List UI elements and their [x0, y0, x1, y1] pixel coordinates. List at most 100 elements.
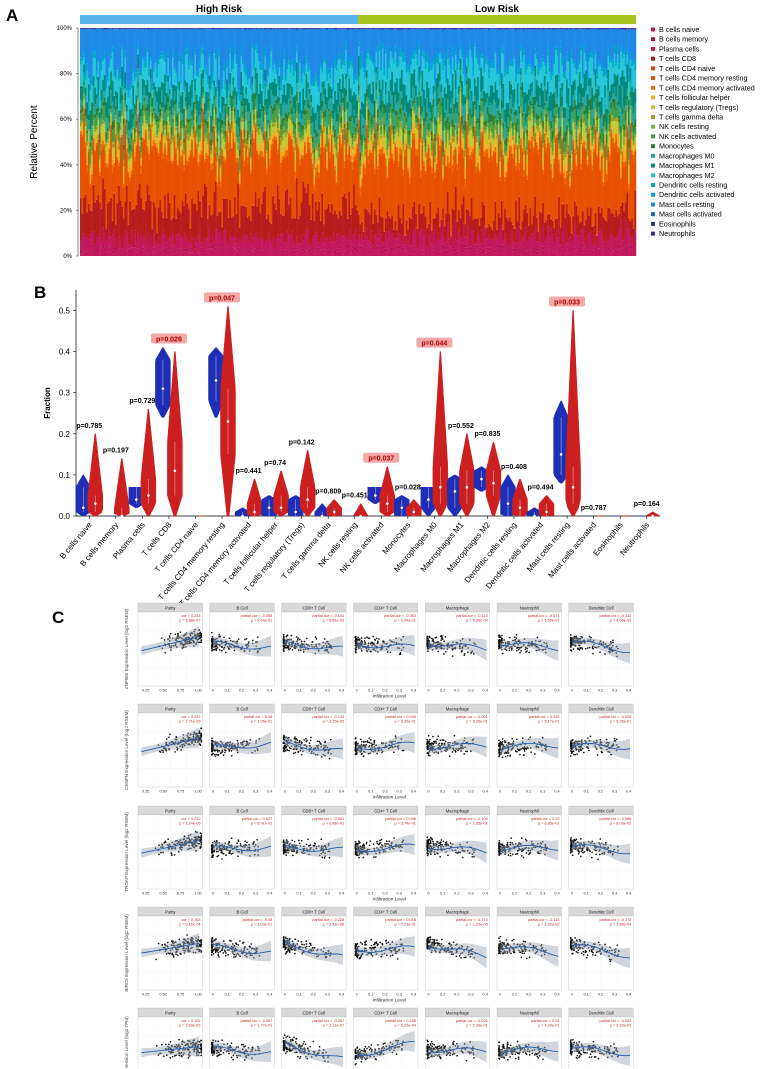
- bar-segment: [330, 253, 333, 254]
- bar-segment: [195, 115, 198, 123]
- bar-segment: [157, 132, 160, 149]
- bar-segment: [129, 28, 132, 29]
- bar-segment: [157, 152, 160, 156]
- bar-segment: [194, 203, 197, 239]
- bar-segment: [326, 109, 329, 127]
- bar-segment: [327, 73, 330, 83]
- bar-segment: [367, 120, 370, 139]
- bar-segment: [408, 100, 411, 115]
- bar-segment: [302, 135, 305, 137]
- bar-segment: [224, 83, 227, 86]
- bar-segment: [129, 109, 132, 131]
- bar-segment: [230, 95, 233, 112]
- bar-segment: [412, 122, 414, 134]
- bar-segment: [97, 111, 100, 118]
- bar-segment: [345, 127, 348, 133]
- bar-segment: [351, 153, 354, 163]
- bar-segment: [129, 167, 132, 178]
- bar-segment: [100, 208, 103, 242]
- bar-segment: [407, 229, 410, 242]
- bar-segment: [116, 64, 119, 68]
- bar-segment: [254, 248, 257, 250]
- bar-segment: [413, 28, 416, 29]
- bar-segment: [248, 76, 251, 79]
- bar-segment: [94, 251, 97, 254]
- bar-segment: [175, 28, 178, 30]
- bar-segment: [348, 29, 351, 56]
- bar-segment: [154, 251, 157, 254]
- bar-segment: [189, 241, 192, 253]
- bar-segment: [124, 57, 127, 73]
- bar-segment: [221, 245, 224, 248]
- bar-segment: [324, 126, 327, 135]
- bar-segment: [237, 248, 240, 256]
- bar-segment: [264, 114, 267, 122]
- bar-segment: [197, 28, 200, 29]
- bar-segment: [232, 63, 235, 70]
- bar-segment: [114, 238, 117, 248]
- bar-segment: [227, 28, 230, 30]
- bar-segment: [161, 28, 163, 52]
- bar-segment: [215, 29, 217, 55]
- bar-segment: [359, 169, 362, 176]
- bar-segment: [216, 133, 219, 138]
- bar-segment: [327, 68, 330, 74]
- bar-segment: [170, 219, 173, 220]
- bar-segment: [296, 29, 298, 31]
- bar-segment: [176, 137, 179, 147]
- bar-segment: [404, 134, 406, 142]
- bar-segment: [205, 249, 208, 256]
- bar-segment: [242, 138, 244, 141]
- bar-segment: [419, 29, 422, 70]
- bar-segment: [377, 221, 379, 223]
- bar-segment: [419, 230, 422, 250]
- bar-segment: [283, 28, 286, 29]
- bar-segment: [118, 78, 120, 81]
- bar-segment: [172, 251, 174, 256]
- bar-segment: [345, 132, 348, 198]
- bar-segment: [315, 28, 317, 29]
- bar-segment: [342, 97, 344, 103]
- bar-segment: [345, 111, 348, 121]
- bar-segment: [195, 134, 198, 137]
- bar-segment: [229, 251, 232, 256]
- bar-segment: [261, 62, 263, 66]
- bar-segment: [162, 29, 165, 53]
- bar-segment: [167, 239, 170, 247]
- bar-segment: [354, 68, 357, 73]
- bar-segment: [213, 251, 216, 256]
- bar-segment: [167, 124, 170, 133]
- bar-segment: [370, 135, 373, 141]
- bar-segment: [292, 28, 295, 29]
- bar-segment: [300, 154, 303, 158]
- bar-segment: [303, 253, 306, 256]
- bar-segment: [200, 122, 203, 124]
- bar-segment: [89, 168, 92, 174]
- bar-segment: [283, 252, 286, 256]
- bar-segment: [267, 249, 270, 256]
- bar-segment: [383, 231, 386, 243]
- bar-segment: [119, 28, 122, 29]
- bar-segment: [178, 210, 181, 232]
- bar-segment: [423, 28, 425, 30]
- bar-segment: [235, 28, 238, 29]
- bar-segment: [308, 148, 311, 205]
- bar-segment: [240, 117, 243, 119]
- bar-segment: [224, 125, 227, 131]
- bar-segment: [162, 250, 165, 256]
- bar-segment: [318, 251, 321, 254]
- bar-segment: [373, 133, 376, 139]
- bar-segment: [114, 249, 117, 256]
- bar-segment: [342, 196, 344, 237]
- bar-segment: [200, 28, 203, 29]
- bar-segment: [240, 95, 243, 101]
- bar-segment: [394, 238, 397, 249]
- bar-segment: [416, 117, 419, 123]
- bar-segment: [381, 48, 384, 80]
- bar-segment: [402, 150, 405, 167]
- bar-segment: [229, 108, 232, 115]
- bar-segment: [397, 119, 400, 133]
- bar-segment: [381, 216, 384, 218]
- bar-segment: [408, 217, 411, 235]
- bar-segment: [272, 143, 275, 196]
